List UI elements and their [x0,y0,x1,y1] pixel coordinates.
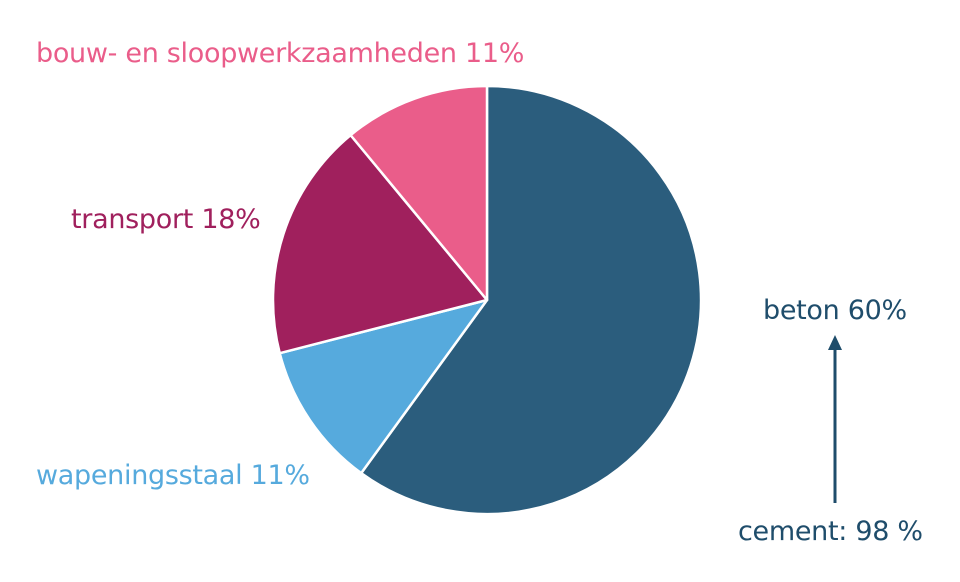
annotation-arrowhead [828,335,842,350]
slice-label-bouw-en-sloopwerkzaamheden: bouw- en sloopwerkzaamheden 11% [36,38,525,69]
pie-slice-0 [359,84,703,516]
pie-slice-2 [271,133,489,355]
slice-label-wapeningsstaal: wapeningsstaal 11% [36,460,310,491]
pie-slice-3 [349,84,489,302]
annotation-label-cement: cement: 98 % [738,516,923,547]
slice-label-beton: beton 60% [763,295,907,326]
slice-label-transport: transport 18% [71,204,261,235]
pie-slice-1 [278,298,489,475]
